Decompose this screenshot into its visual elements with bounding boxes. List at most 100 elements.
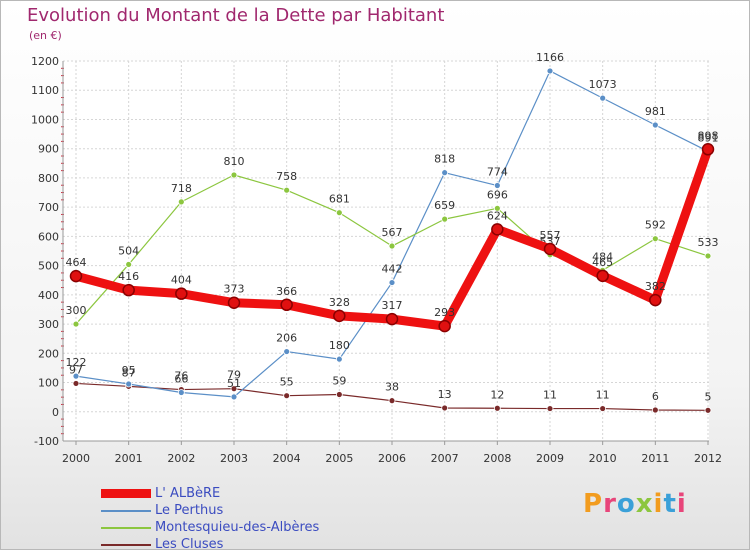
data-point-montesquieu-des-alb-res bbox=[704, 252, 712, 260]
data-label-le-perthus: 95 bbox=[122, 364, 136, 377]
data-point-les-cluses bbox=[230, 385, 238, 393]
y-tick-label: 0 bbox=[52, 406, 59, 419]
data-point-l-alb-re bbox=[227, 296, 241, 309]
data-label-l-alb-re: 404 bbox=[171, 274, 192, 287]
y-tick-label: 200 bbox=[38, 347, 59, 360]
x-tick-label: 2010 bbox=[589, 452, 617, 465]
legend-label: L' ALBèRE bbox=[155, 486, 221, 501]
data-label-les-cluses: 11 bbox=[543, 389, 557, 402]
data-point-l-alb-re bbox=[122, 283, 135, 297]
data-point-l-alb-re bbox=[69, 269, 83, 283]
data-label-montesquieu-des-alb-res: 681 bbox=[329, 193, 350, 206]
legend-label: Les Cluses bbox=[155, 537, 224, 552]
data-point-montesquieu-des-alb-res bbox=[283, 186, 291, 194]
x-tick-label: 2009 bbox=[536, 452, 564, 465]
data-label-montesquieu-des-alb-res: 758 bbox=[276, 170, 297, 183]
data-label-les-cluses: 11 bbox=[596, 389, 610, 402]
y-tick-label: 1200 bbox=[31, 55, 59, 68]
data-label-l-alb-re: 293 bbox=[434, 306, 455, 319]
data-point-le-perthus bbox=[283, 348, 291, 355]
y-tick-label: 1000 bbox=[31, 113, 59, 126]
data-label-le-perthus: 891 bbox=[698, 131, 719, 144]
data-point-les-cluses bbox=[388, 397, 396, 405]
data-label-les-cluses: 97 bbox=[69, 363, 83, 376]
data-label-le-perthus: 180 bbox=[329, 339, 350, 352]
data-point-le-perthus bbox=[335, 355, 343, 363]
data-point-l-alb-re bbox=[491, 223, 504, 236]
logo-letter: i bbox=[653, 489, 664, 519]
data-point-montesquieu-des-alb-res bbox=[335, 209, 343, 217]
data-point-le-perthus bbox=[493, 182, 501, 189]
legend-label: Montesquieu-des-Albères bbox=[155, 520, 320, 535]
logo-letter: o bbox=[616, 489, 636, 519]
proxiti-logo: Proxiti bbox=[583, 489, 687, 519]
data-point-les-cluses bbox=[72, 380, 80, 387]
data-label-l-alb-re: 317 bbox=[382, 299, 403, 312]
data-label-l-alb-re: 382 bbox=[645, 280, 666, 293]
x-tick-label: 2004 bbox=[273, 452, 301, 465]
data-label-le-perthus: 51 bbox=[227, 377, 241, 390]
data-label-l-alb-re: 465 bbox=[592, 256, 613, 269]
data-label-l-alb-re: 328 bbox=[329, 296, 350, 309]
legend-item: Les Cluses bbox=[101, 536, 319, 553]
data-label-l-alb-re: 898 bbox=[698, 129, 719, 142]
data-label-le-perthus: 1073 bbox=[589, 78, 617, 91]
y-tick-label: 600 bbox=[38, 230, 59, 243]
data-point-montesquieu-des-alb-res bbox=[72, 320, 80, 328]
data-label-l-alb-re: 416 bbox=[118, 270, 139, 283]
data-label-montesquieu-des-alb-res: 504 bbox=[118, 244, 139, 257]
data-label-les-cluses: 13 bbox=[438, 388, 452, 401]
data-label-montesquieu-des-alb-res: 659 bbox=[434, 199, 455, 212]
data-point-les-cluses bbox=[704, 406, 712, 414]
data-point-l-alb-re bbox=[543, 242, 557, 256]
data-point-les-cluses bbox=[651, 406, 659, 414]
data-label-le-perthus: 122 bbox=[66, 356, 87, 369]
data-point-l-alb-re bbox=[701, 143, 715, 156]
y-tick-label: 700 bbox=[38, 201, 59, 214]
y-tick-label: 100 bbox=[38, 377, 59, 390]
plot-area bbox=[63, 61, 709, 441]
data-label-les-cluses: 6 bbox=[652, 390, 659, 403]
data-point-les-cluses bbox=[599, 405, 607, 412]
data-point-l-alb-re bbox=[596, 269, 609, 283]
data-point-montesquieu-des-alb-res bbox=[388, 242, 396, 250]
data-label-les-cluses: 12 bbox=[490, 388, 504, 401]
data-point-l-alb-re bbox=[175, 287, 188, 300]
x-tick-label: 2011 bbox=[641, 452, 669, 465]
data-label-montesquieu-des-alb-res: 567 bbox=[382, 226, 403, 239]
data-point-le-perthus bbox=[546, 67, 554, 75]
data-label-l-alb-re: 557 bbox=[540, 229, 561, 242]
data-label-montesquieu-des-alb-res: 810 bbox=[224, 155, 245, 168]
data-point-les-cluses bbox=[493, 404, 501, 412]
data-label-l-alb-re: 373 bbox=[224, 283, 245, 296]
data-point-l-alb-re bbox=[438, 319, 451, 333]
legend-item: L' ALBèRE bbox=[101, 485, 319, 502]
data-label-l-alb-re: 624 bbox=[487, 209, 508, 222]
data-point-le-perthus bbox=[177, 389, 185, 396]
chart-title: Evolution du Montant de la Dette par Hab… bbox=[27, 5, 445, 26]
data-label-le-perthus: 442 bbox=[382, 263, 403, 276]
data-label-montesquieu-des-alb-res: 696 bbox=[487, 188, 508, 201]
data-point-les-cluses bbox=[335, 391, 343, 398]
data-label-montesquieu-des-alb-res: 718 bbox=[171, 182, 192, 195]
data-point-le-perthus bbox=[388, 279, 396, 286]
data-point-montesquieu-des-alb-res bbox=[230, 171, 238, 179]
y-tick-label: 300 bbox=[38, 318, 59, 331]
x-tick-label: 2001 bbox=[115, 452, 143, 465]
data-label-les-cluses: 76 bbox=[174, 370, 188, 383]
x-tick-label: 2008 bbox=[483, 452, 511, 465]
legend-item: Le Perthus bbox=[101, 502, 319, 519]
data-point-les-cluses bbox=[546, 405, 554, 412]
data-label-les-cluses: 87 bbox=[122, 366, 136, 379]
data-point-le-perthus bbox=[651, 121, 659, 129]
data-label-les-cluses: 59 bbox=[332, 375, 346, 388]
chart-subtitle: (en €) bbox=[29, 29, 62, 42]
data-label-le-perthus: 818 bbox=[434, 153, 455, 166]
logo-letter: i bbox=[676, 489, 687, 519]
data-label-le-perthus: 774 bbox=[487, 166, 508, 179]
legend-item: Montesquieu-des-Albères bbox=[101, 519, 319, 536]
x-tick-label: 2002 bbox=[167, 452, 195, 465]
data-point-l-alb-re bbox=[333, 309, 346, 323]
logo-letter: x bbox=[635, 489, 654, 519]
data-point-les-cluses bbox=[441, 404, 449, 412]
